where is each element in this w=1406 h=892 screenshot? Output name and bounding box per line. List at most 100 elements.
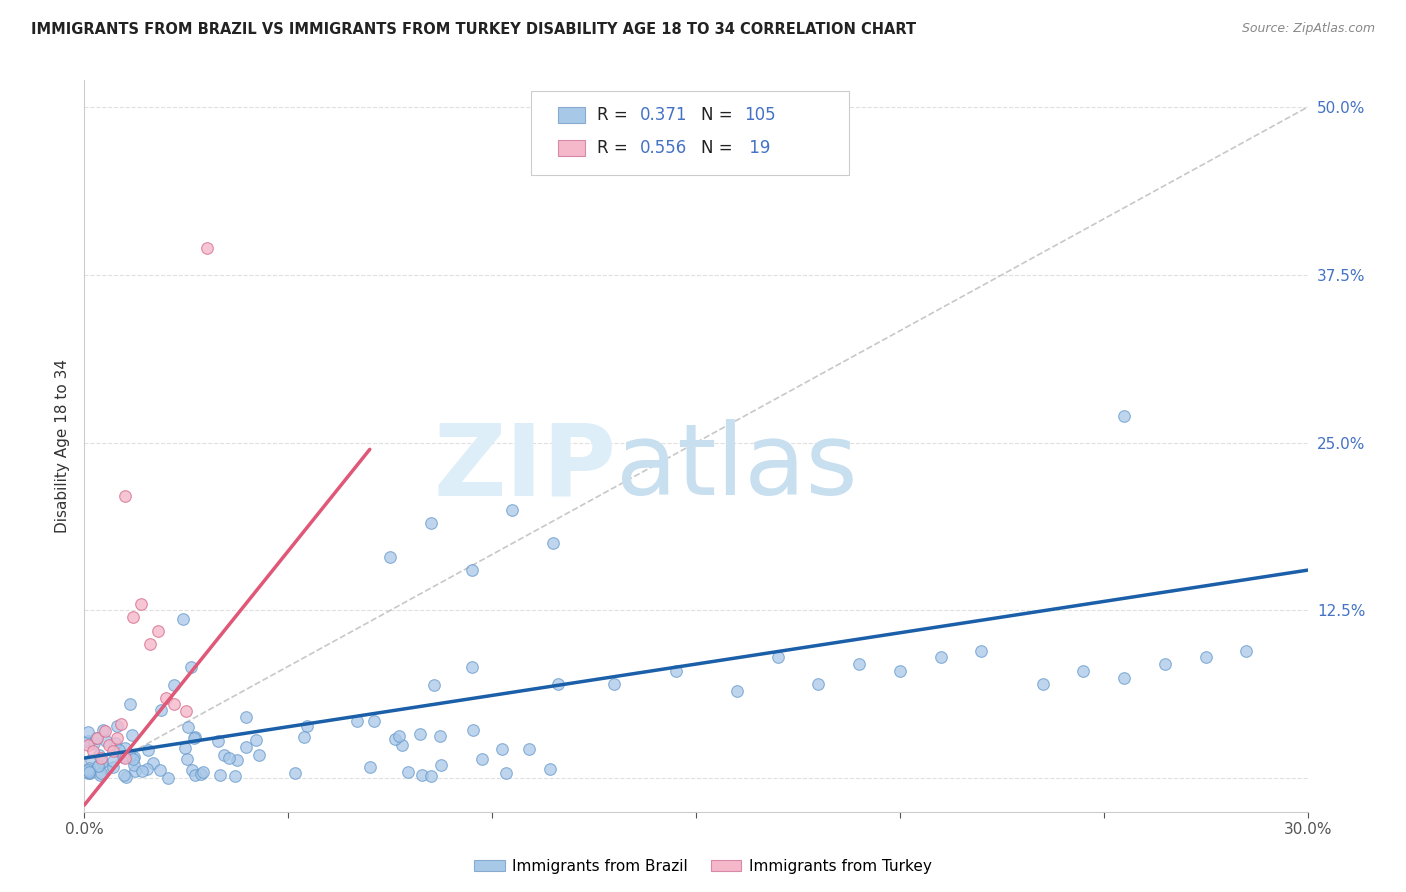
- Point: [110, 717, 132, 731]
- Point: [105, 719, 128, 733]
- Text: Source: ZipAtlas.com: Source: ZipAtlas.com: [1241, 22, 1375, 36]
- Text: atlas: atlas: [616, 419, 858, 516]
- Point: [245, 733, 267, 747]
- Point: [124, 764, 146, 779]
- Point: [79, 763, 101, 777]
- Point: [79, 766, 101, 780]
- FancyBboxPatch shape: [558, 107, 585, 123]
- Point: [725, 684, 748, 698]
- Point: [419, 769, 441, 783]
- Point: [183, 731, 205, 745]
- Point: [420, 516, 443, 531]
- Point: [87, 758, 110, 772]
- Point: [108, 743, 131, 757]
- Point: [665, 664, 688, 678]
- Point: [83, 737, 105, 751]
- Point: [79, 764, 101, 779]
- Point: [181, 764, 204, 778]
- Point: [122, 610, 145, 624]
- Text: ZIP: ZIP: [433, 419, 616, 516]
- Point: [235, 740, 257, 755]
- Text: 0.371: 0.371: [640, 106, 688, 124]
- Point: [90, 765, 112, 780]
- Point: [135, 763, 157, 777]
- Point: [195, 241, 218, 255]
- Point: [184, 730, 207, 744]
- Point: [225, 753, 247, 767]
- Point: [193, 765, 215, 780]
- Point: [77, 735, 100, 749]
- Point: [157, 771, 180, 785]
- Point: [970, 643, 993, 657]
- Point: [146, 624, 169, 638]
- Point: [86, 731, 108, 745]
- Point: [463, 723, 485, 738]
- Point: [118, 749, 141, 764]
- FancyBboxPatch shape: [558, 140, 585, 156]
- Point: [111, 750, 134, 764]
- Point: [491, 741, 513, 756]
- Point: [142, 756, 165, 770]
- Point: [1114, 409, 1136, 423]
- Point: [79, 753, 101, 767]
- Point: [155, 690, 177, 705]
- Point: [190, 767, 212, 781]
- Point: [502, 502, 524, 516]
- Point: [388, 729, 411, 743]
- Point: [77, 733, 100, 747]
- Point: [91, 756, 114, 770]
- Text: 19: 19: [744, 139, 770, 157]
- Text: IMMIGRANTS FROM BRAZIL VS IMMIGRANTS FROM TURKEY DISABILITY AGE 18 TO 34 CORRELA: IMMIGRANTS FROM BRAZIL VS IMMIGRANTS FRO…: [31, 22, 917, 37]
- Point: [131, 764, 153, 779]
- Point: [77, 766, 100, 780]
- Point: [103, 755, 125, 769]
- Point: [101, 744, 124, 758]
- Point: [122, 752, 145, 766]
- Point: [543, 536, 565, 550]
- Point: [807, 677, 830, 691]
- Point: [411, 768, 433, 782]
- Point: [423, 678, 446, 692]
- Point: [163, 677, 186, 691]
- Point: [136, 743, 159, 757]
- Point: [297, 719, 319, 733]
- Point: [209, 768, 232, 782]
- Point: [247, 747, 270, 762]
- Point: [172, 612, 194, 626]
- Point: [104, 736, 127, 750]
- Text: N =: N =: [700, 106, 738, 124]
- Point: [89, 768, 111, 782]
- Point: [97, 738, 120, 752]
- Text: N =: N =: [700, 139, 738, 157]
- Text: R =: R =: [598, 106, 633, 124]
- Point: [114, 740, 136, 755]
- Point: [177, 720, 200, 734]
- Point: [174, 704, 197, 718]
- Point: [929, 650, 952, 665]
- Y-axis label: Disability Age 18 to 34: Disability Age 18 to 34: [55, 359, 70, 533]
- Point: [82, 744, 104, 758]
- Point: [84, 731, 107, 745]
- Point: [77, 725, 100, 739]
- Point: [207, 733, 229, 747]
- Point: [218, 751, 240, 765]
- Point: [122, 758, 145, 772]
- Point: [429, 758, 451, 772]
- Point: [538, 762, 561, 776]
- Point: [517, 741, 540, 756]
- Point: [105, 731, 128, 745]
- Point: [547, 676, 569, 690]
- Point: [1195, 650, 1218, 665]
- Point: [363, 714, 385, 728]
- Point: [460, 660, 482, 674]
- Point: [1073, 664, 1095, 678]
- Point: [122, 749, 145, 764]
- Point: [471, 752, 494, 766]
- Point: [163, 698, 186, 712]
- Point: [150, 702, 173, 716]
- Point: [409, 727, 432, 741]
- FancyBboxPatch shape: [531, 91, 849, 176]
- Point: [1236, 643, 1258, 657]
- Point: [380, 549, 402, 564]
- Point: [461, 563, 484, 577]
